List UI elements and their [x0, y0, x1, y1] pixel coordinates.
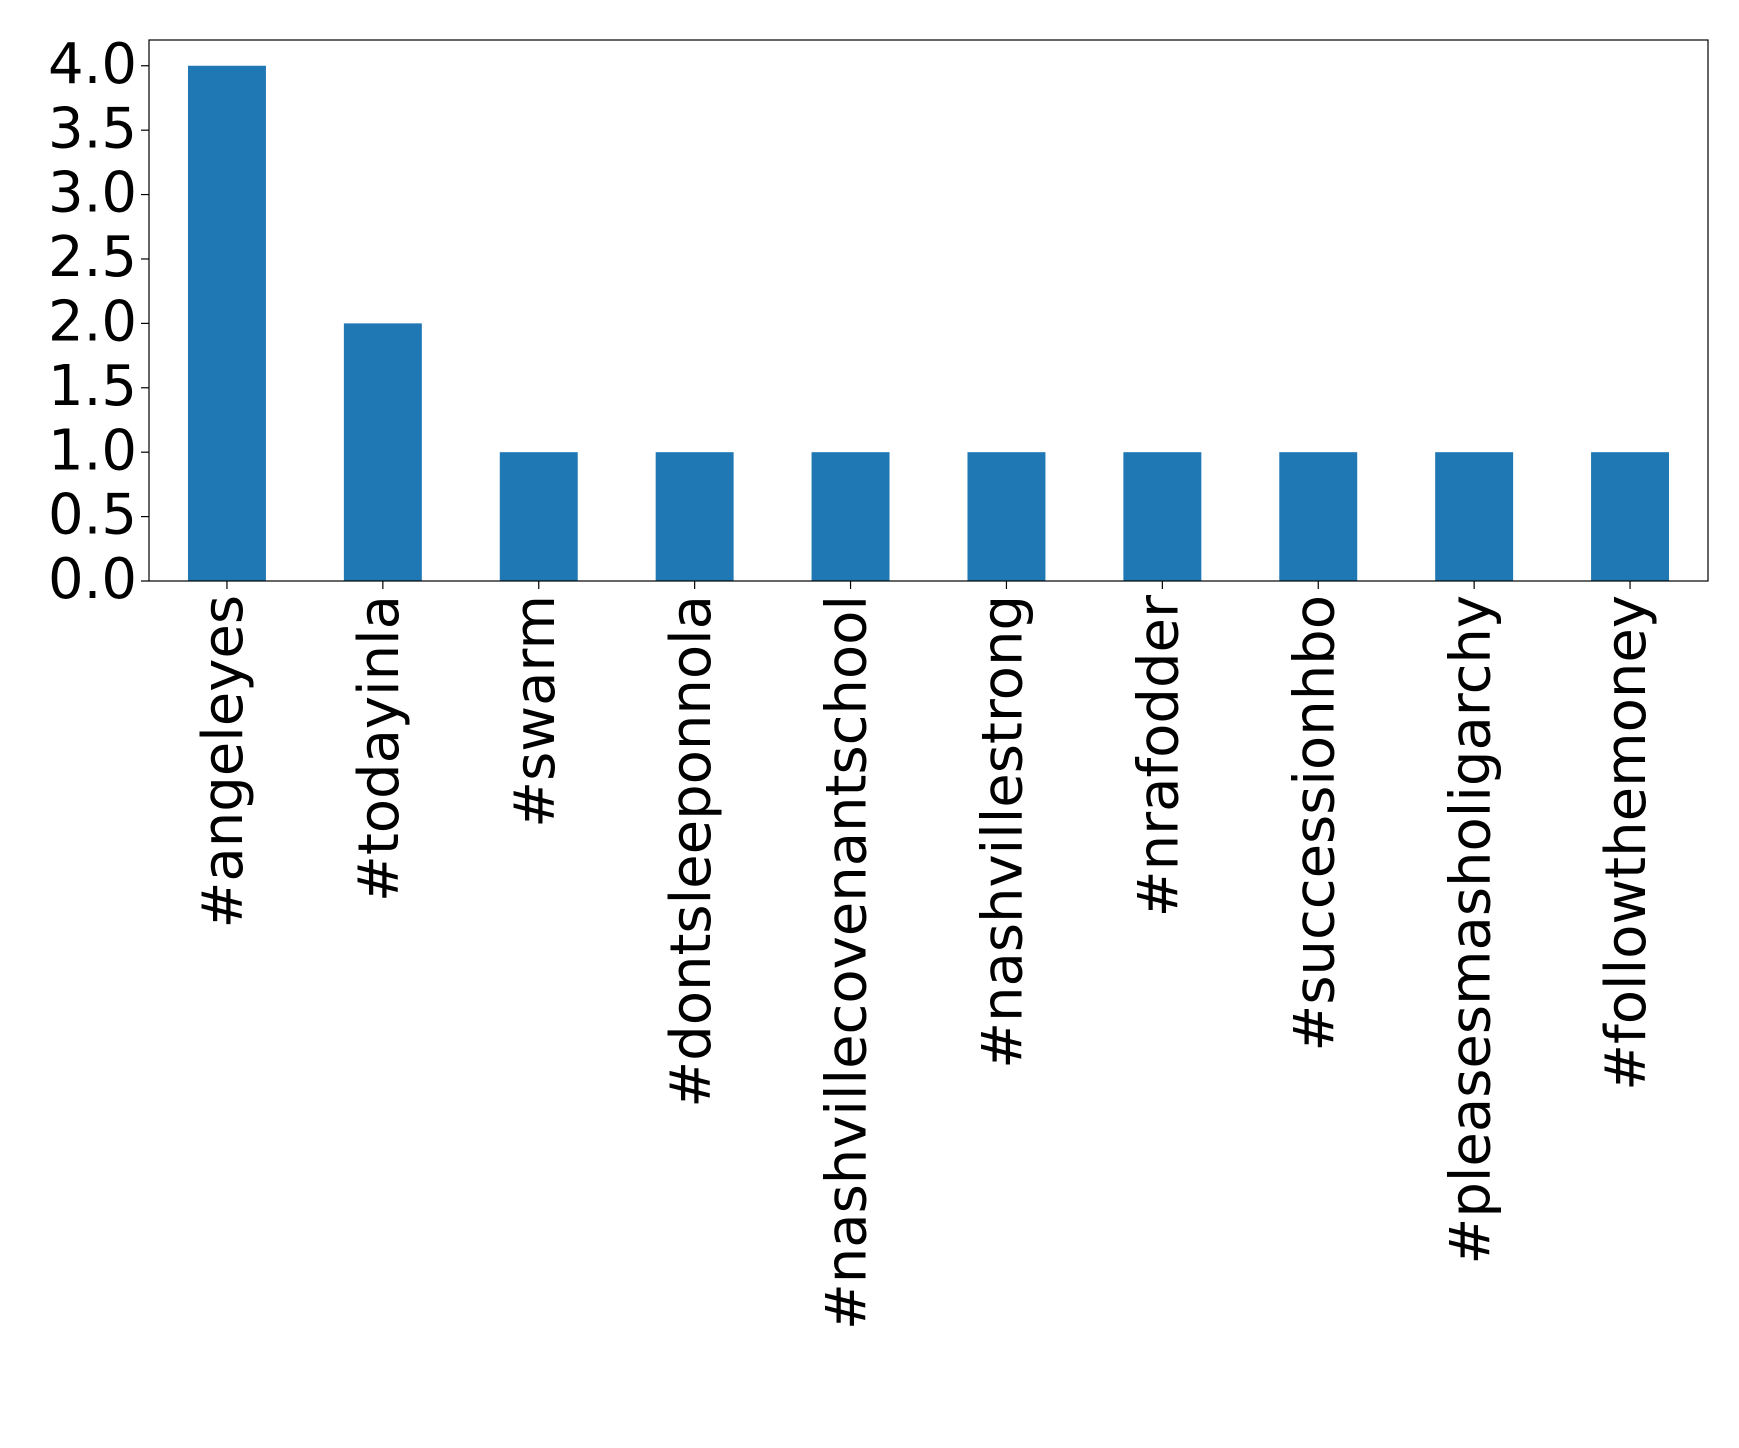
bar: [343, 323, 422, 581]
bar: [1123, 452, 1202, 581]
bar: [811, 452, 890, 581]
bar: [967, 452, 1046, 581]
y-tick-label: 4.0: [48, 32, 137, 97]
bar: [655, 452, 734, 581]
plot-frame: [148, 39, 1709, 582]
bar: [187, 65, 266, 581]
bar: [499, 452, 578, 581]
x-tick-label: #dontsleeponnola: [659, 595, 724, 1108]
y-tick-label: 2.5: [48, 225, 137, 290]
x-tick-label: #pleasesmasholigarchy: [1438, 595, 1503, 1265]
y-tick-label: 0.5: [48, 483, 137, 548]
y-tick-label: 2.0: [48, 290, 137, 355]
y-tick-label: 0.0: [48, 547, 137, 612]
bar: [1279, 452, 1358, 581]
x-tick-label: #nrafodder: [1126, 594, 1191, 917]
x-tick-label: #swarm: [503, 595, 568, 828]
x-tick-label: #nashvillecovenantschool: [815, 595, 880, 1330]
x-tick-label: #successionhbo: [1282, 595, 1347, 1052]
y-tick-label: 1.5: [48, 354, 137, 419]
x-tick-label: #nashvillestrong: [971, 595, 1036, 1069]
y-tick-label: 3.5: [48, 96, 137, 161]
bar: [1591, 452, 1670, 581]
x-tick-label: #todayinla: [347, 595, 412, 902]
x-tick-label: #angeleyes: [191, 595, 256, 929]
x-tick-label: #followthemoney: [1594, 595, 1659, 1091]
bar: [1435, 452, 1514, 581]
y-tick-label: 1.0: [48, 418, 137, 483]
y-tick-label: 3.0: [48, 161, 137, 226]
